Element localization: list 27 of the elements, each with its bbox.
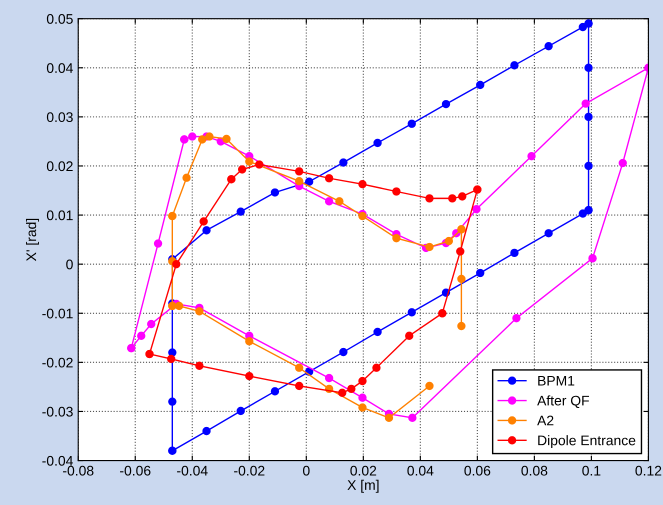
x-axis-title: X [m] (347, 480, 379, 493)
x-tick-label: 0 (302, 466, 310, 476)
y-tick-label: -0.04 (42, 456, 73, 466)
y-tick-label: 0.01 (46, 210, 73, 220)
y-axis-title: X' [rad] (26, 218, 39, 262)
legend-label: BPM1 (538, 376, 574, 386)
x-tick-label: -0.06 (120, 466, 150, 476)
x-tick-label: -0.04 (177, 466, 208, 476)
x-tick-label: 0.08 (521, 466, 548, 476)
y-tick-label: 0.02 (46, 161, 73, 172)
y-tick-label: -0.02 (42, 358, 73, 368)
legend-label: A2 (537, 416, 554, 426)
x-tick-label: 0.12 (635, 466, 662, 476)
x-tick-label: 0.1 (582, 466, 600, 476)
x-tick-label: 0.02 (350, 466, 376, 476)
legend-label: Dipole Entrance (538, 435, 636, 448)
y-tick-label: -0.01 (42, 308, 73, 318)
y-tick-label: 0.03 (46, 112, 73, 122)
y-tick-label: 0.05 (46, 14, 73, 24)
x-tick-label: 0.06 (464, 466, 490, 476)
x-tick-label: -0.02 (234, 466, 264, 476)
y-tick-label: -0.03 (42, 406, 73, 417)
x-tick-label: -0.08 (63, 466, 94, 476)
x-tick-label: 0.04 (407, 466, 434, 476)
legend-label: After QF (537, 395, 590, 408)
y-tick-label: 0.04 (46, 63, 73, 73)
y-tick-label: 0 (66, 260, 73, 270)
